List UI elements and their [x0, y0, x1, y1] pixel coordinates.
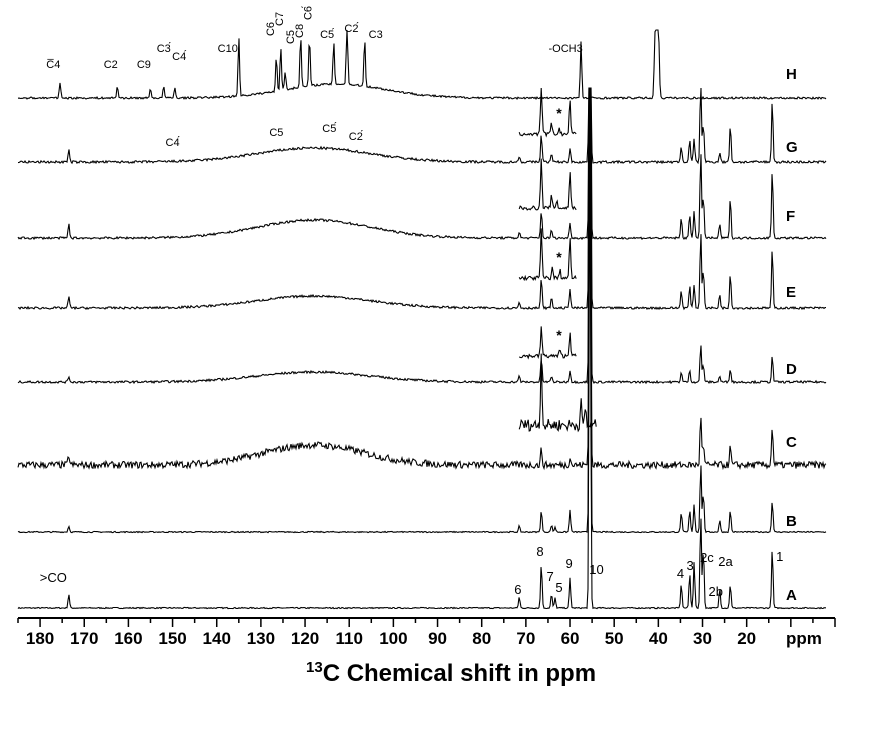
trace-name-label: D [786, 361, 797, 378]
trace-name-label: H [786, 66, 797, 83]
x-tick-label: 150 [158, 629, 186, 648]
peak-assignment-label: 5 [555, 580, 562, 595]
x-axis-title: 13C Chemical shift in ppm [306, 659, 596, 687]
x-tick-label: 140 [203, 629, 231, 648]
series-line [17, 87, 827, 534]
x-tick-label: 100 [379, 629, 407, 648]
peak-assignment-label: 6 [514, 582, 521, 597]
trace-G: * G C4́ C5 C5́ C2́ [17, 87, 827, 165]
peak-assignment-label: C5 [269, 127, 283, 139]
x-tick-label: 120 [291, 629, 319, 648]
peak-assignment-label: 4 [677, 566, 684, 581]
series-line [17, 87, 827, 241]
x-tick-label: 180 [26, 629, 54, 648]
peak-assignment-label: C5́ [322, 122, 336, 135]
series-line [17, 112, 826, 610]
peak-assignment-label: C6 [265, 22, 277, 36]
x-tick-label: 110 [335, 629, 362, 648]
x-axis [17, 617, 836, 627]
x-tick-label: 40 [649, 629, 668, 648]
x-tick-label: 130 [247, 629, 275, 648]
peak-assignment-label: 2a [718, 554, 733, 569]
trace-name-label: F [786, 208, 795, 225]
trace-E: *E [17, 87, 826, 311]
series-line [17, 87, 827, 165]
axis-unit-label: ppm [786, 629, 822, 648]
trace-name-label: C [786, 434, 797, 451]
impurity-star: * [556, 249, 562, 265]
x-axis-title-superscript: 13 [306, 659, 323, 676]
peak-assignment-label: C6́ [302, 6, 315, 20]
x-tick-label: 160 [114, 629, 142, 648]
peak-assignment-label: C7 [274, 12, 286, 26]
series-line [17, 29, 827, 100]
peak-assignment-label: 2c [700, 550, 714, 565]
x-tick-label: 20 [737, 629, 756, 648]
x-tick-label: 50 [605, 629, 624, 648]
series-line [17, 87, 827, 385]
trace-D: *D [17, 87, 827, 385]
peak-assignment-label: C4́ [172, 50, 186, 63]
trace-B: B [17, 87, 827, 534]
impurity-star: * [556, 105, 562, 121]
expansion-inset [518, 326, 577, 360]
peak-assignment-label: C3 [369, 29, 383, 41]
peak-assignment-label: 3 [687, 558, 694, 573]
peak-assignment-label: C4́ [166, 136, 180, 149]
trace-F: F [17, 87, 827, 241]
peak-assignment-label: C̅4 [46, 59, 60, 71]
trace-name-label: B [786, 513, 797, 530]
trace-C: C [17, 87, 827, 471]
peak-assignment-label: C2 [104, 59, 118, 71]
x-tick-label: 60 [561, 629, 580, 648]
peak-assignment-label: C3́ [157, 42, 171, 55]
x-tick-label: 30 [693, 629, 712, 648]
x-tick-label: 170 [70, 629, 98, 648]
peak-assignment-label: 2b [709, 584, 723, 599]
trace-name-label: G [786, 139, 798, 156]
x-tick-label: 70 [516, 629, 535, 648]
expansion-inset [518, 87, 577, 138]
peak-assignment-label: C10 [218, 43, 238, 55]
peak-assignment-label: 7 [547, 569, 554, 584]
expansion-inset [518, 228, 577, 282]
impurity-star: * [556, 327, 562, 343]
peak-assignment-label: -OCH3 [548, 43, 582, 55]
trace-name-label: E [786, 284, 796, 301]
peak-assignment-label: >CO [40, 570, 67, 585]
series-line [17, 87, 826, 311]
expansion-inset [518, 158, 577, 211]
peak-assignment-label: 8 [536, 544, 543, 559]
x-axis-title-main: C Chemical shift in ppm [323, 660, 596, 687]
peak-assignment-label: C9 [137, 59, 151, 71]
peak-assignment-label: 1 [776, 549, 783, 564]
x-tick-label: 90 [428, 629, 447, 648]
peak-assignment-label: C8 [294, 24, 306, 38]
peak-assignment-label: C5́ [320, 28, 334, 41]
trace-name-label: A [786, 587, 797, 604]
peak-assignment-label: 9 [566, 556, 573, 571]
x-tick-labels: 180 170 160 150 140 130 120 110 100 90 80 70 60 50 40 3… [26, 629, 756, 648]
expansion-inset [518, 353, 597, 433]
peak-assignment-label: C2́ [349, 130, 363, 143]
series-line [17, 87, 827, 471]
peak-assignment-label: C2́ [344, 22, 358, 35]
peak-assignment-label: C5 [285, 30, 297, 44]
x-tick-label: 80 [472, 629, 491, 648]
peak-assignment-label: 10 [589, 562, 603, 577]
